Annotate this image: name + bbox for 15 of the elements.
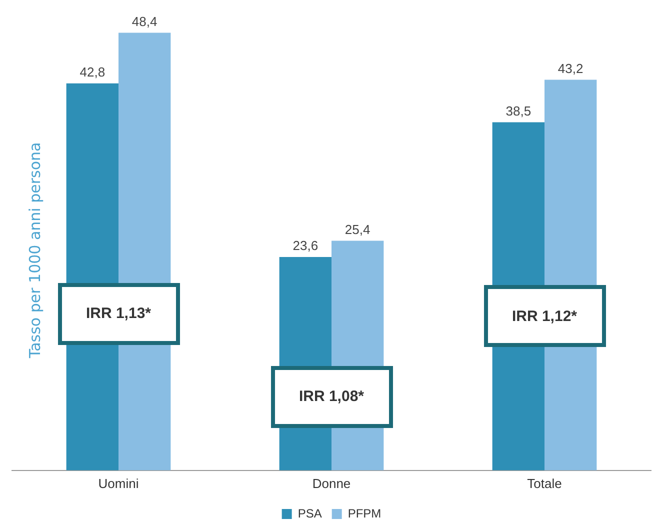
data-label: 42,8 (80, 64, 106, 80)
data-label: 38,5 (506, 103, 532, 118)
data-label: 48,4 (132, 14, 158, 29)
data-label: 25,4 (344, 222, 370, 237)
x-tick-label: Totale (527, 476, 562, 491)
y-axis-title: Tasso per 1000 anni persona (26, 142, 44, 360)
framed-note: IRR 1,13* (58, 282, 180, 345)
framed-note: IRR 1,12* (484, 285, 606, 348)
data-label: 23,6 (292, 238, 318, 254)
framed-note: IRR 1,08* (270, 366, 392, 428)
x-tick-label: Donne (312, 476, 351, 491)
legend-label: PSA (298, 506, 322, 520)
legend-label: PFPM (348, 506, 382, 520)
x-tick-label: Uomini (98, 476, 139, 491)
data-label: 43,2 (558, 60, 584, 76)
